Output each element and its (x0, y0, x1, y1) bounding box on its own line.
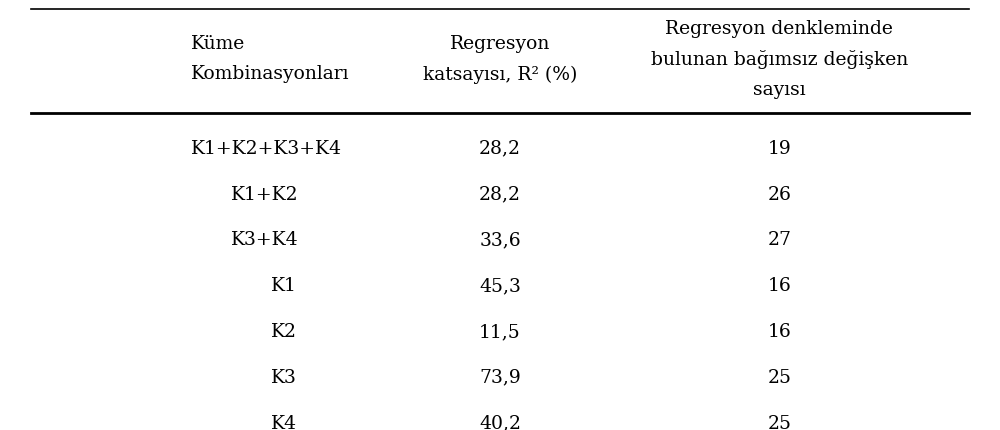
Text: 11,5: 11,5 (479, 323, 521, 341)
Text: Kombinasyonları: Kombinasyonları (191, 65, 349, 83)
Text: K1+K2: K1+K2 (231, 186, 298, 203)
Text: K2: K2 (271, 323, 297, 341)
Text: 73,9: 73,9 (479, 369, 521, 387)
Text: Küme: Küme (191, 35, 245, 53)
Text: 25: 25 (767, 369, 791, 387)
Text: 19: 19 (767, 140, 791, 158)
Text: K1+K2+K3+K4: K1+K2+K3+K4 (191, 140, 342, 158)
Text: 27: 27 (767, 231, 791, 249)
Text: 25: 25 (767, 415, 791, 430)
Text: 16: 16 (767, 323, 791, 341)
Text: 28,2: 28,2 (479, 186, 521, 203)
Text: K3+K4: K3+K4 (231, 231, 298, 249)
Text: bulunan bağımsız değişken: bulunan bağımsız değişken (651, 49, 908, 69)
Text: Regresyon denkleminde: Regresyon denkleminde (665, 20, 893, 37)
Text: K4: K4 (271, 415, 297, 430)
Text: sayısı: sayısı (753, 81, 806, 99)
Text: 26: 26 (767, 186, 791, 203)
Text: 33,6: 33,6 (479, 231, 521, 249)
Text: 16: 16 (767, 277, 791, 295)
Text: katsayısı, R² (%): katsayısı, R² (%) (423, 65, 577, 83)
Text: Regresyon: Regresyon (450, 35, 550, 53)
Text: K3: K3 (271, 369, 297, 387)
Text: K1: K1 (271, 277, 297, 295)
Text: 28,2: 28,2 (479, 140, 521, 158)
Text: 40,2: 40,2 (479, 415, 521, 430)
Text: 45,3: 45,3 (479, 277, 521, 295)
